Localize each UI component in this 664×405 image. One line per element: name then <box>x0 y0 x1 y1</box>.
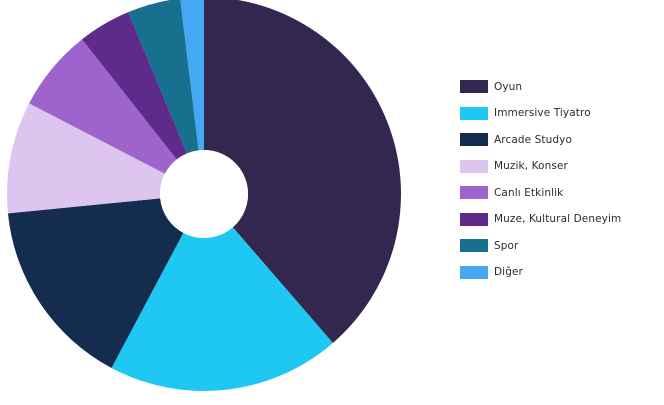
legend-label: Diğer <box>494 266 523 278</box>
legend-item-5: Muze, Kultural Deneyim <box>460 211 664 228</box>
donut-slice-4 <box>29 39 177 174</box>
donut-slice-0 <box>204 0 401 343</box>
donut-slice-7 <box>180 0 204 151</box>
donut-slice-6 <box>128 0 199 154</box>
legend-item-4: Canlı Etkinlik <box>460 184 664 201</box>
legend-swatch <box>460 239 488 252</box>
donut-slice-2 <box>7 198 184 368</box>
legend-swatch <box>460 212 488 226</box>
legend-label: Immersive Tiyatro <box>494 107 591 119</box>
legend-item-0: Oyun <box>460 78 664 95</box>
legend-label: Arcade Studyo <box>494 133 572 146</box>
legend-item-2: Arcade Studyo <box>460 131 664 148</box>
legend-item-3: Muzik, Konser <box>460 158 664 175</box>
legend-label: Canlı Etkinlik <box>494 186 564 199</box>
chart-legend: Oyun Immersive Tiyatro Arcade Studyo Muzik,… <box>460 78 664 281</box>
legend-swatch <box>460 106 488 120</box>
donut-hole <box>160 150 248 238</box>
legend-label: Oyun <box>494 80 523 93</box>
donut-slice-3 <box>7 103 165 214</box>
legend-label: Muze, Kultural Deneyim <box>494 213 622 225</box>
donut-slice-1 <box>111 227 333 391</box>
legend-swatch <box>460 80 488 93</box>
legend-item-1: Immersive Tiyatro <box>460 105 664 122</box>
legend-item-7: Diğer <box>460 264 664 281</box>
legend-swatch <box>460 186 488 199</box>
donut-slice-5 <box>82 12 188 160</box>
legend-label: Muzik, Konser <box>494 160 568 172</box>
legend-swatch <box>460 133 488 146</box>
legend-swatch <box>460 265 488 279</box>
legend-item-6: Spor <box>460 237 664 254</box>
legend-label: Spor <box>494 239 519 252</box>
legend-swatch <box>460 159 488 173</box>
